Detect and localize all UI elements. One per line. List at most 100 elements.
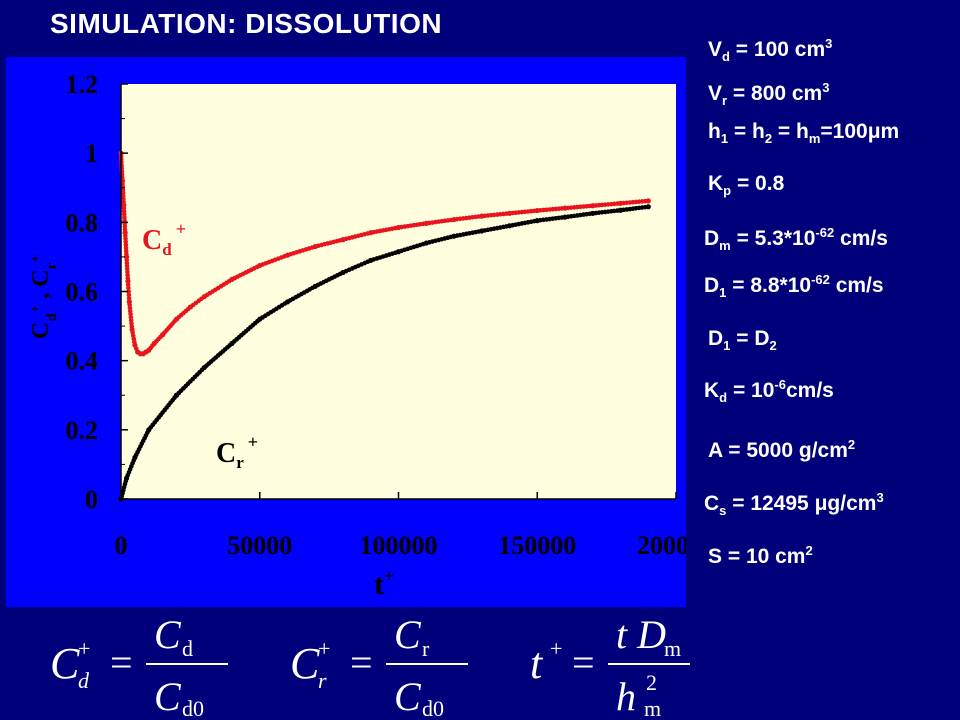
axes-layer: 0 0.2 0.4 0.6 0.8 1 1.2 0 50000 100000 150000 20000… — [66, 70, 687, 560]
data-point-anchor — [451, 216, 457, 223]
y-axis-label-part: d — [44, 313, 60, 322]
data-point-anchor — [368, 230, 374, 236]
annotation-main: C — [142, 225, 162, 256]
parameter-0-main: V — [708, 38, 723, 61]
y-tick-label: 1 — [85, 139, 98, 168]
data-point-anchor — [257, 316, 263, 322]
labels-layer: t+Cd+ , Cr+Cd+Cr+ — [28, 219, 394, 601]
parameter-3-rest: = 0.8 — [731, 172, 785, 195]
y-axis-label-part: , — [28, 287, 54, 305]
formula-denominator-sub: d0 — [182, 696, 204, 720]
data-point-anchor — [126, 299, 132, 305]
formula-numerator-sub: m — [664, 636, 681, 661]
parameter-1: Vr = 800 cm3 — [708, 80, 829, 108]
data-point-anchor — [562, 205, 568, 211]
data-point-anchor — [395, 224, 402, 231]
formula-equals: = — [350, 640, 373, 685]
formula-denominator: C — [154, 674, 182, 719]
formula-1: C+r =C rC d0 — [290, 612, 468, 720]
parameter-5-rest3: /s — [866, 274, 884, 297]
parameter-4-main: D — [704, 227, 720, 250]
data-point-anchor — [617, 200, 624, 206]
data-point-anchor — [423, 220, 429, 226]
y-axis-label: Cd+ , Cr+ — [28, 254, 60, 339]
data-point-anchor — [122, 230, 128, 236]
y-axis-label-text: Cd+ , Cr+ — [28, 254, 60, 339]
y-axis-label-part: + — [28, 254, 44, 263]
parameter-5: D1 = 8.8*10-62 cm/s — [704, 272, 884, 300]
data-point-anchor — [173, 316, 180, 322]
parameter-4-rest2: cm — [834, 227, 871, 250]
parameter-4-rest3: /s — [870, 227, 888, 250]
data-point-anchor — [151, 340, 157, 346]
parameter-5-sub: 1 — [719, 285, 727, 301]
data-point-anchor — [534, 207, 540, 214]
parameter-7-sup: -6 — [774, 377, 786, 392]
data-point-anchor — [395, 249, 402, 255]
parameter-5-rest2: cm — [829, 274, 867, 297]
parameter-6-main: D — [708, 327, 724, 350]
formula-2: t + =t Dmh m2 — [530, 612, 690, 720]
formula-denominator: C — [394, 674, 422, 719]
parameter-4-sup: -6 — [815, 225, 827, 240]
data-point-anchor — [132, 342, 138, 348]
parameter-5-rest: = 8.8*10 — [726, 274, 812, 297]
parameter-6-sub: 1 — [723, 338, 731, 354]
data-point-anchor — [201, 364, 207, 371]
y-tick-label: 0.8 — [66, 208, 99, 237]
data-point-anchor — [617, 207, 624, 213]
data-point-anchor — [123, 475, 130, 481]
x-tick-label: 50000 — [227, 531, 292, 560]
data-point-anchor — [534, 218, 540, 224]
parameter-3-sub: p — [723, 183, 732, 199]
parameter-6-sub2: 2 — [769, 338, 777, 354]
slide-title: SIMULATION: DISSOLUTION — [50, 8, 443, 39]
annotation-sup: + — [176, 219, 186, 239]
parameter-4-sub: m — [719, 238, 731, 254]
data-point-anchor — [590, 210, 596, 216]
parameter-3: Kp = 0.8 — [708, 172, 784, 198]
parameter-7-rest: = 10 — [727, 379, 775, 402]
parameter-8-main: A = 5000 g/cm — [708, 439, 848, 462]
parameter-0-sub: d — [722, 49, 730, 65]
parameter-5-main: D — [704, 274, 720, 297]
parameter-2-rest3: =100μm — [820, 120, 900, 143]
annotation-sup: + — [248, 432, 258, 452]
data-point-anchor — [132, 454, 138, 461]
series-Crplus — [118, 204, 651, 502]
parameter-8-sup: 2 — [847, 437, 856, 452]
parameter-5-sup: -6 — [811, 272, 823, 287]
parameter-1-sub: r — [722, 93, 728, 109]
formula-0: C+d =C dC d0 — [50, 612, 228, 720]
parameter-2-sub3: m — [808, 131, 821, 147]
data-point-anchor — [121, 202, 127, 208]
data-point-anchor — [451, 233, 457, 239]
data-point-anchor — [125, 278, 131, 284]
parameter-2-main: h — [708, 120, 721, 143]
parameter-1-main: V — [708, 82, 723, 105]
annotation-sub: r — [236, 453, 244, 472]
data-point-anchor — [284, 299, 291, 305]
formula-denominator: h — [616, 674, 636, 719]
parameter-0-rest: = 100 cm — [729, 38, 826, 61]
parameter-7-sub: d — [719, 390, 728, 406]
x-axis-label: t+ — [374, 566, 394, 601]
formula-lhs: C — [50, 639, 80, 688]
y-tick-label: 0.4 — [66, 347, 99, 376]
parameter-7-rest2: cm/s — [785, 379, 834, 402]
parameter-2-rest2: = h — [772, 120, 809, 143]
data-point-anchor — [129, 326, 135, 333]
data-point-anchor — [479, 228, 485, 234]
parameter-10-main: S = 10 cm — [708, 545, 806, 568]
x-tick-label: 100000 — [360, 531, 438, 560]
formula-lhs: t — [530, 639, 544, 688]
y-tick-label: 0 — [85, 485, 98, 514]
parameter-8: A = 5000 g/cm2 — [708, 437, 855, 463]
formula-lhs: C — [290, 639, 320, 688]
parameter-2-sub: 1 — [720, 131, 729, 147]
data-point-anchor — [312, 243, 318, 250]
chart-panel: 0 0.2 0.4 0.6 0.8 1 1.2 0 50000 100000 150000 20000… — [6, 57, 686, 607]
formula-denominator-sub: m — [644, 696, 661, 720]
formula-numerator-sub: r — [422, 636, 430, 661]
